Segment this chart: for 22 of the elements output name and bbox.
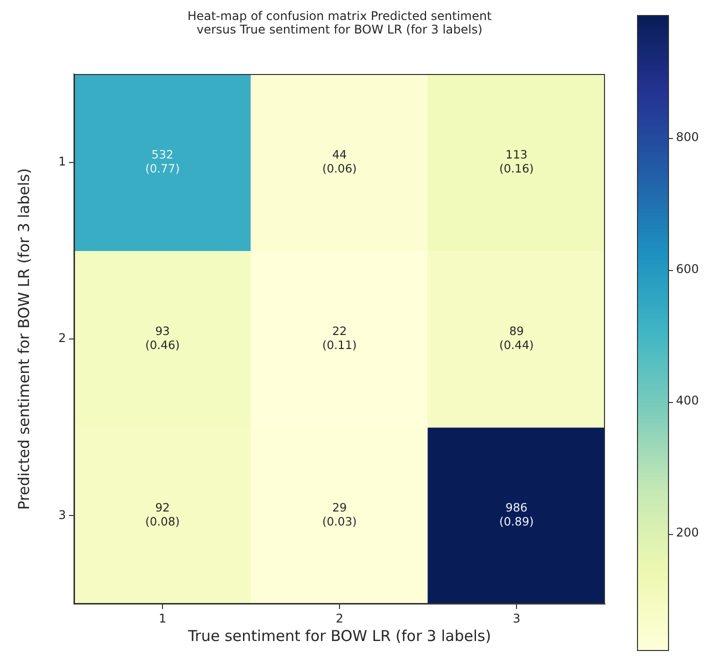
data-label: 29 (0.03) [322, 500, 357, 529]
y-axis-title: Predicted sentiment for BOW LR (for 3 labels) [14, 168, 33, 510]
data-label: 22 (0.11) [322, 324, 357, 352]
y-tick-label: 1 [58, 154, 66, 168]
data-label: 44 (0.06) [322, 147, 357, 176]
x-tick-label: 2 [336, 611, 344, 626]
y-tick-label: 3 [58, 508, 66, 522]
data-label: 113 (0.16) [499, 147, 534, 176]
color-bar-label: 600 [676, 262, 699, 276]
data-label: 93 (0.46) [145, 324, 180, 352]
y-tick-label: 2 [58, 331, 66, 346]
x-tick-label: 1 [158, 611, 166, 626]
color-bar-label: 400 [676, 394, 699, 408]
color-bar-label: 800 [676, 130, 699, 144]
data-label: 986 (0.89) [499, 500, 534, 529]
x-tick-label: 3 [512, 611, 520, 626]
data-label: 92 (0.08) [145, 500, 180, 529]
data-label: 532 (0.77) [145, 147, 180, 176]
chart-title: Heat-map of confusion matrix Predicted sentiment versus True sentiment for BOW LR (for 3 labels) [187, 9, 492, 37]
color-bar-label: 200 [676, 526, 699, 540]
data-label: 89 (0.44) [499, 324, 534, 352]
x-axis-title: True sentiment for BOW LR (for 3 labels) [186, 626, 492, 645]
